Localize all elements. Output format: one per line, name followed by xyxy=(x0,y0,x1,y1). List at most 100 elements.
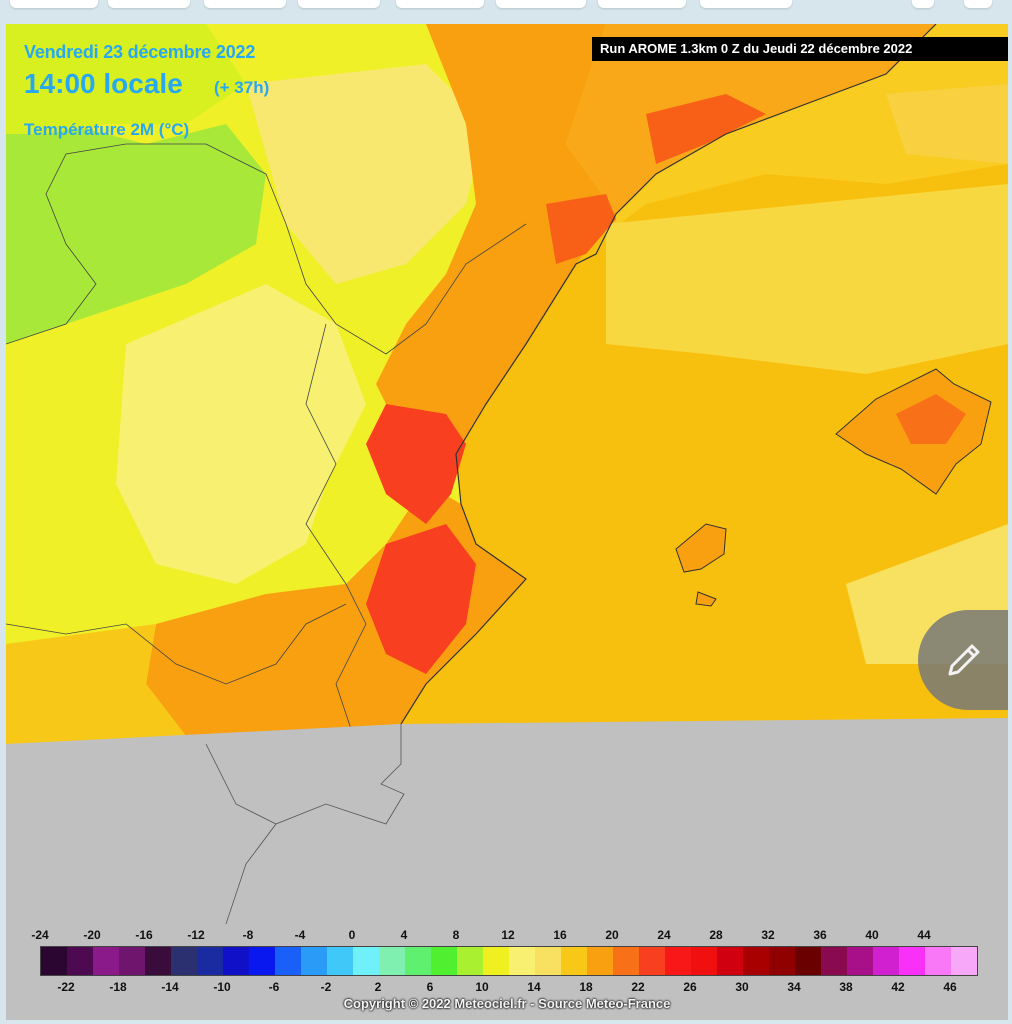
legend-swatch xyxy=(561,947,587,975)
legend-swatch xyxy=(197,947,223,975)
land-warm-zone xyxy=(6,624,186,744)
legend-tick-label: -8 xyxy=(242,928,254,942)
top-tab[interactable] xyxy=(298,0,380,8)
land-hot-zone xyxy=(366,404,466,524)
legend-tick-label: 8 xyxy=(452,928,460,942)
sea-band xyxy=(886,84,1008,164)
legend-tick-label: 26 xyxy=(683,980,697,994)
legend-tick-label: -18 xyxy=(109,980,127,994)
land-hot-zone xyxy=(646,94,766,164)
legend-swatch xyxy=(275,947,301,975)
legend-swatch xyxy=(665,947,691,975)
legend-tick-label: 36 xyxy=(813,928,827,942)
no-data-area xyxy=(6,718,1008,1020)
legend-tick-label: 22 xyxy=(631,980,645,994)
legend-tick-label: 38 xyxy=(839,980,853,994)
legend-tick-label: -14 xyxy=(161,980,179,994)
top-tab[interactable] xyxy=(496,0,586,8)
land-hot-zone xyxy=(546,194,616,264)
legend-tick-label: 34 xyxy=(787,980,801,994)
forecast-date: Vendredi 23 décembre 2022 xyxy=(24,42,256,62)
region-border xyxy=(6,143,527,355)
legend-swatch xyxy=(145,947,171,975)
top-tab[interactable] xyxy=(396,0,484,8)
top-tab[interactable] xyxy=(912,0,934,8)
temperature-map[interactable]: Vendredi 23 décembre 2022 14:00 locale (… xyxy=(6,24,1008,1020)
top-tab[interactable] xyxy=(10,0,98,8)
land-warm-zone xyxy=(376,24,616,454)
legend-tick-label: -12 xyxy=(187,928,205,942)
land-cool-zone xyxy=(6,24,246,134)
legend-tick-label: -4 xyxy=(294,928,306,942)
ibiza-island xyxy=(675,523,727,573)
legend-swatch xyxy=(93,947,119,975)
legend-swatch xyxy=(379,947,405,975)
legend-tick-label: -2 xyxy=(320,980,332,994)
land-mild-zone xyxy=(246,64,486,284)
legend-tick-label: -16 xyxy=(135,928,153,942)
legend-swatch xyxy=(405,947,431,975)
legend-swatch xyxy=(587,947,613,975)
legend-tick-label: 14 xyxy=(527,980,541,994)
legend-tick-label: 28 xyxy=(709,928,723,942)
legend-swatch xyxy=(353,947,379,975)
legend-swatch xyxy=(821,947,847,975)
legend-swatch xyxy=(327,947,353,975)
legend-swatch xyxy=(223,947,249,975)
legend-tick-label: 30 xyxy=(735,980,749,994)
legend-swatch xyxy=(873,947,899,975)
legend-swatch xyxy=(41,947,67,975)
lead-time: (+ 37h) xyxy=(214,78,270,97)
legend-tick-label: 32 xyxy=(761,928,775,942)
legend-swatch xyxy=(743,947,769,975)
legend-tick-label: 10 xyxy=(475,980,489,994)
legend-swatch xyxy=(431,947,457,975)
top-tab[interactable] xyxy=(964,0,992,8)
top-tab[interactable] xyxy=(204,0,286,8)
region-border xyxy=(6,603,347,685)
legend-tick-label: -24 xyxy=(31,928,49,942)
run-banner: Run AROME 1.3km 0 Z du Jeudi 22 décembre… xyxy=(592,37,1008,61)
legend-swatch xyxy=(925,947,951,975)
legend-swatch xyxy=(951,947,977,975)
legend-swatch xyxy=(119,947,145,975)
legend-swatch xyxy=(795,947,821,975)
legend-tick-label: 46 xyxy=(943,980,957,994)
grey-area-borders xyxy=(205,724,405,925)
land-cool-zone xyxy=(6,124,266,344)
copyright-notice: Copyright © 2022 Meteociel.fr - Source M… xyxy=(343,996,671,1011)
legend-swatch xyxy=(457,947,483,975)
legend-tick-label: 42 xyxy=(891,980,905,994)
legend-bottom-labels: -22 -18 -14 -10 -6 -2 2 6 10 14 18 22 26 30 34 38 42 46 xyxy=(36,980,986,996)
map-graphic xyxy=(6,24,1008,1020)
legend-swatch xyxy=(171,947,197,975)
legend-swatch xyxy=(769,947,795,975)
legend-tick-label: 40 xyxy=(865,928,879,942)
legend-tick-label: 12 xyxy=(501,928,515,942)
legend-tick-label: 18 xyxy=(579,980,593,994)
legend-swatch xyxy=(535,947,561,975)
legend-swatch xyxy=(847,947,873,975)
legend-swatch xyxy=(691,947,717,975)
legend-color-bar xyxy=(40,946,978,976)
legend-tick-label: 6 xyxy=(426,980,434,994)
legend-tick-label: 0 xyxy=(348,928,356,942)
legend-tick-label: 20 xyxy=(605,928,619,942)
formentera-island xyxy=(695,591,717,607)
legend-swatch xyxy=(639,947,665,975)
forecast-time: 14:00 locale xyxy=(24,68,183,99)
parameter-label: Température 2M (°C) xyxy=(24,120,190,139)
legend-tick-label: -22 xyxy=(57,980,75,994)
legend-swatch xyxy=(249,947,275,975)
top-tab[interactable] xyxy=(108,0,190,8)
legend-swatch xyxy=(717,947,743,975)
edit-button[interactable] xyxy=(918,610,1008,710)
sea-band xyxy=(606,184,1008,374)
top-tab[interactable] xyxy=(700,0,792,8)
legend-tick-label: 44 xyxy=(917,928,931,942)
pencil-icon xyxy=(948,644,980,676)
legend-swatch xyxy=(899,947,925,975)
land-hot-zone xyxy=(366,524,476,674)
top-tab[interactable] xyxy=(598,0,686,8)
color-scale-legend: -24 -20 -16 -12 -8 -4 0 4 8 12 16 20 24 28 32 36 40 44 -2… xyxy=(31,928,986,1008)
